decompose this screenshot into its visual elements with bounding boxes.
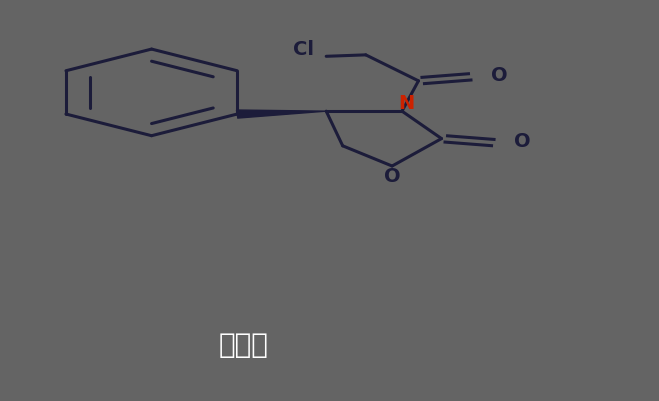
Text: N: N xyxy=(399,95,415,113)
Polygon shape xyxy=(237,110,326,118)
Text: O: O xyxy=(514,132,531,151)
Text: O: O xyxy=(491,66,508,85)
Text: O: O xyxy=(384,167,401,186)
Text: Cl: Cl xyxy=(293,41,314,59)
Text: 结构式: 结构式 xyxy=(219,331,269,359)
